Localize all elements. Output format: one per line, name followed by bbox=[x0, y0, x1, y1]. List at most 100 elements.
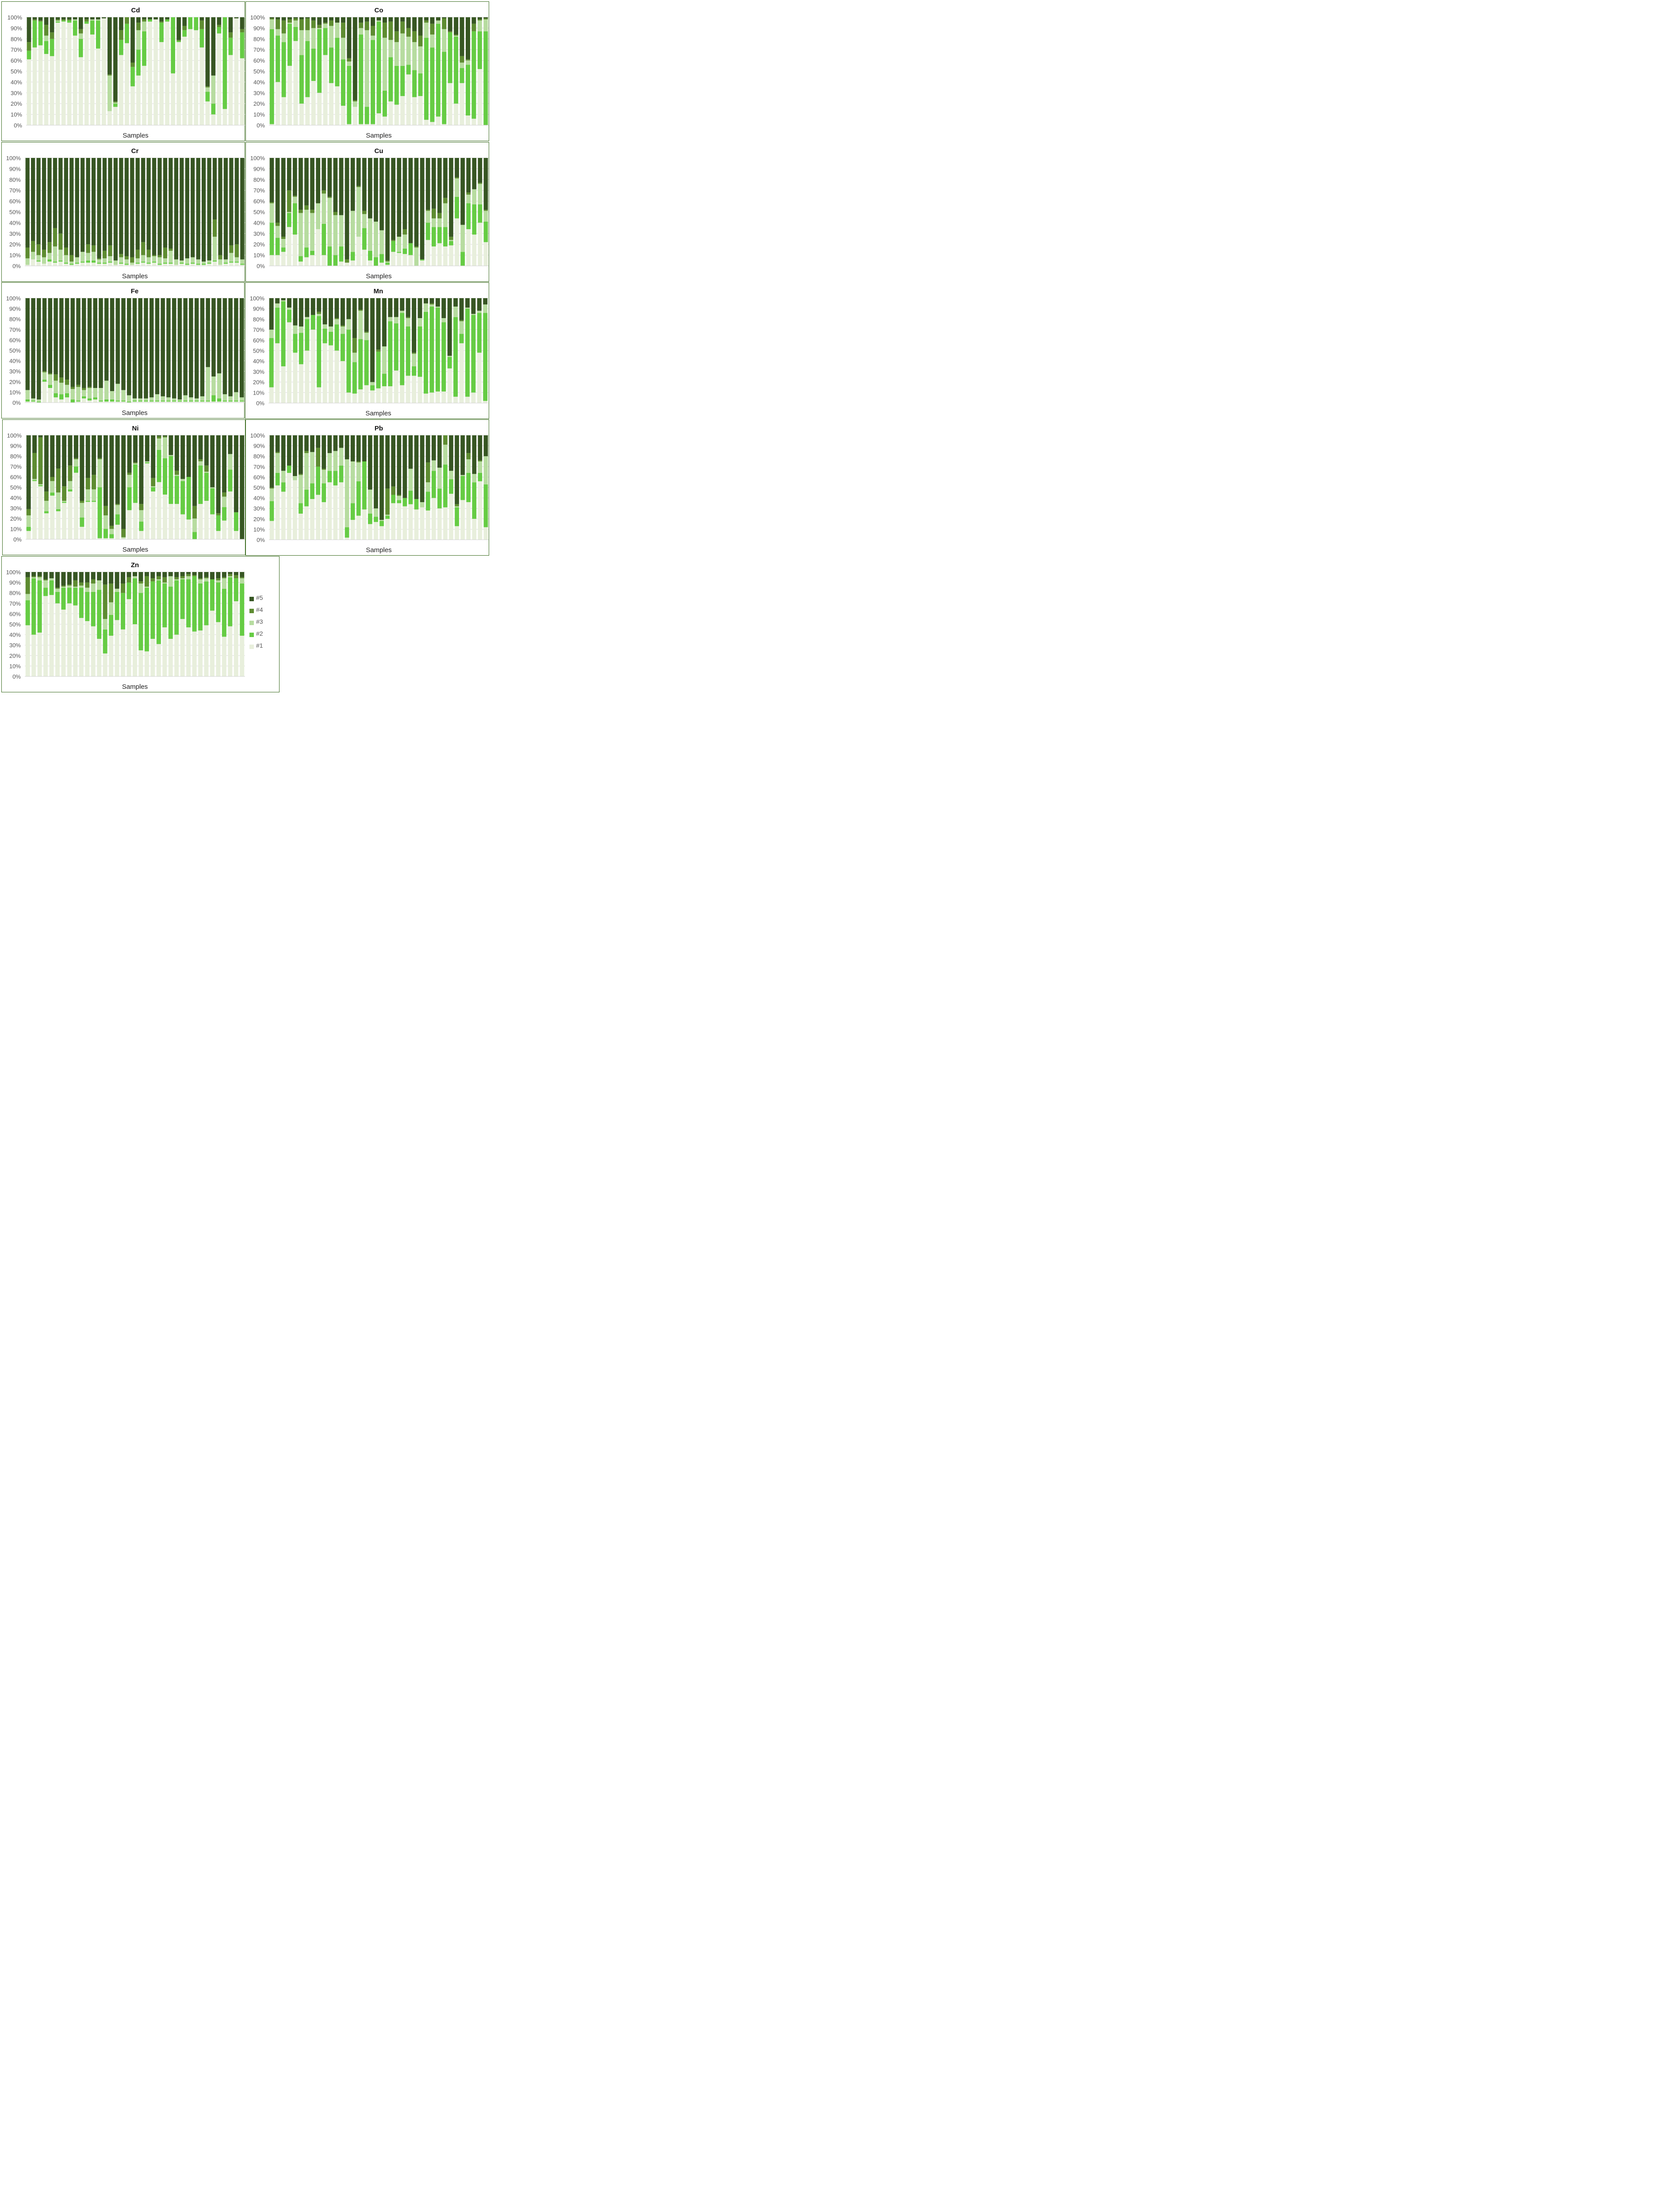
bar-ni-sample-14-s2 bbox=[103, 529, 108, 538]
bar-mn-sample-24-s3 bbox=[406, 318, 410, 326]
bar-mn-sample-15-s4 bbox=[352, 338, 357, 353]
bar-cu-sample-1-s5 bbox=[269, 158, 274, 203]
y-tick-label: 70% bbox=[253, 326, 264, 333]
bar-mn-sample-11-s1 bbox=[329, 345, 333, 403]
bar-co-sample-7-s2 bbox=[305, 41, 310, 97]
bar-cu-sample-15-s5 bbox=[350, 158, 355, 211]
bar-cu-sample-17-s4 bbox=[362, 211, 367, 214]
bar-fe-sample-32-s2 bbox=[200, 400, 205, 402]
bar-cr-sample-21-s1 bbox=[135, 264, 140, 266]
bar-zn-sample-21-s4 bbox=[144, 576, 149, 587]
bar-cu-sample-14-s5 bbox=[345, 158, 349, 260]
bar-ni-sample-9-s5 bbox=[73, 435, 78, 458]
bar-zn-sample-18-s1 bbox=[126, 599, 131, 676]
chart-panel-cd: Cd 0% 10% 20% 30% 40% 50% 60% 70% 80% 90% 100% Sampl… bbox=[1, 1, 245, 141]
bar-pb-sample-1-s5 bbox=[269, 435, 274, 488]
bar-ni-sample-34-s5 bbox=[222, 435, 227, 493]
bar-pb-sample-14-s1 bbox=[345, 538, 349, 540]
bar-zn-sample-2-s4 bbox=[31, 576, 36, 577]
bar-mn-sample-1-s5 bbox=[269, 298, 274, 330]
bar-cu-sample-38-s2 bbox=[483, 221, 488, 242]
bar-zn-sample-7-s1 bbox=[61, 609, 66, 676]
y-tick-label: 0% bbox=[12, 399, 21, 406]
bar-fe-sample-2-s1 bbox=[31, 401, 35, 403]
bar-mn-sample-24-s1 bbox=[406, 376, 410, 403]
bar-cd-sample-23-s5 bbox=[153, 17, 158, 19]
bar-fe-sample-8-s3 bbox=[65, 384, 69, 393]
bar-ni-sample-16-s5 bbox=[115, 435, 120, 504]
bar-pb-sample-29-s5 bbox=[431, 435, 436, 461]
y-tick-label: 100% bbox=[250, 432, 265, 439]
bar-ni-sample-16-s3 bbox=[115, 505, 120, 515]
bar-fe-sample-3-s2 bbox=[37, 401, 41, 403]
bar-pb-sample-10-s3 bbox=[322, 469, 326, 484]
legend-label-5: #5 bbox=[256, 594, 263, 601]
bar-fe-sample-28-s3 bbox=[177, 399, 182, 401]
bar-ni-sample-22-s5 bbox=[151, 435, 156, 478]
legend-item-1: #1 bbox=[248, 642, 279, 654]
y-tick-label: 40% bbox=[10, 495, 22, 501]
bar-co-sample-37-s3 bbox=[483, 19, 488, 31]
bar-mn-sample-22-s3 bbox=[394, 317, 398, 323]
y-tick-label: 40% bbox=[253, 495, 265, 502]
legend-label-4: #4 bbox=[256, 606, 263, 613]
bar-zn-sample-19-s5 bbox=[133, 572, 137, 576]
bar-fe-sample-26-s1 bbox=[166, 401, 171, 403]
y-tick-label: 80% bbox=[253, 316, 264, 323]
bar-cr-sample-37-s3 bbox=[223, 259, 228, 263]
bar-ni-sample-6-s5 bbox=[56, 435, 61, 469]
bar-zn-sample-26-s1 bbox=[174, 634, 179, 676]
legend-label-3: #3 bbox=[256, 618, 263, 625]
bar-co-sample-21-s4 bbox=[388, 21, 393, 40]
bar-cr-sample-1-s5 bbox=[25, 158, 30, 248]
bar-co-sample-4-s2 bbox=[287, 23, 292, 66]
bar-cd-sample-24-s1 bbox=[159, 42, 164, 126]
bar-cu-sample-9-s5 bbox=[316, 158, 321, 204]
y-tick-label: 60% bbox=[11, 58, 22, 64]
bar-ni-sample-9-s4 bbox=[73, 458, 78, 460]
bar-pb-sample-29-s3 bbox=[431, 460, 436, 471]
bar-cr-sample-30-s1 bbox=[185, 265, 189, 266]
bar-mn-sample-14-s1 bbox=[346, 392, 351, 403]
bar-fe-sample-28-s2 bbox=[177, 400, 182, 402]
bar-zn-sample-11-s2 bbox=[85, 591, 90, 621]
bar-cr-sample-31-s2 bbox=[191, 262, 195, 264]
bar-co-sample-7-s5 bbox=[305, 17, 310, 19]
bar-cu-sample-27-s1 bbox=[420, 260, 425, 266]
y-tick-label: 60% bbox=[9, 198, 21, 205]
bar-ni-sample-7-s5 bbox=[62, 435, 67, 487]
bar-co-sample-16-s3 bbox=[359, 28, 364, 35]
bar-fe-sample-12-s1 bbox=[87, 400, 92, 403]
bar-fe-sample-10-s2 bbox=[76, 400, 80, 402]
bar-mn-sample-11-s3 bbox=[329, 326, 333, 332]
y-tick-label: 50% bbox=[9, 621, 21, 628]
bar-mn-sample-26-s2 bbox=[418, 326, 422, 377]
bar-pb-sample-37-s5 bbox=[478, 435, 483, 461]
bar-mn-sample-9-s5 bbox=[317, 298, 322, 312]
bar-ni-sample-14-s1 bbox=[103, 538, 108, 539]
bar-mn-sample-9-s3 bbox=[317, 314, 322, 316]
bar-zn-sample-11-s1 bbox=[85, 621, 90, 676]
bar-fe-sample-10-s3 bbox=[76, 387, 80, 401]
bar-cr-sample-39-s2 bbox=[234, 261, 239, 263]
bar-fe-sample-20-s2 bbox=[132, 400, 137, 402]
bar-cd-sample-9-s1 bbox=[73, 35, 77, 125]
bar-ni-sample-20-s3 bbox=[139, 510, 144, 522]
bar-pb-sample-13-s1 bbox=[339, 482, 344, 540]
bar-mn-sample-37-s3 bbox=[483, 304, 488, 313]
bar-zn-sample-15-s5 bbox=[109, 572, 114, 584]
y-tick-label: 80% bbox=[253, 36, 265, 42]
bar-ni-sample-34-s3 bbox=[222, 496, 227, 507]
bar-pb-sample-20-s2 bbox=[379, 521, 384, 526]
bar-cr-sample-20-s1 bbox=[130, 265, 134, 266]
bar-cr-sample-12-s4 bbox=[86, 244, 90, 253]
chart-title-mn: Mn bbox=[374, 288, 383, 295]
bar-pb-sample-37-s3 bbox=[478, 461, 483, 473]
bar-zn-sample-34-s5 bbox=[222, 572, 226, 577]
bar-pb-sample-2-s1 bbox=[275, 485, 280, 540]
bar-zn-sample-37-s5 bbox=[240, 572, 245, 577]
bar-ni-sample-9-s1 bbox=[73, 472, 78, 539]
bar-pb-sample-15-s2 bbox=[350, 503, 355, 520]
y-tick-label: 100% bbox=[250, 14, 265, 21]
bar-co-sample-33-s3 bbox=[460, 62, 464, 68]
